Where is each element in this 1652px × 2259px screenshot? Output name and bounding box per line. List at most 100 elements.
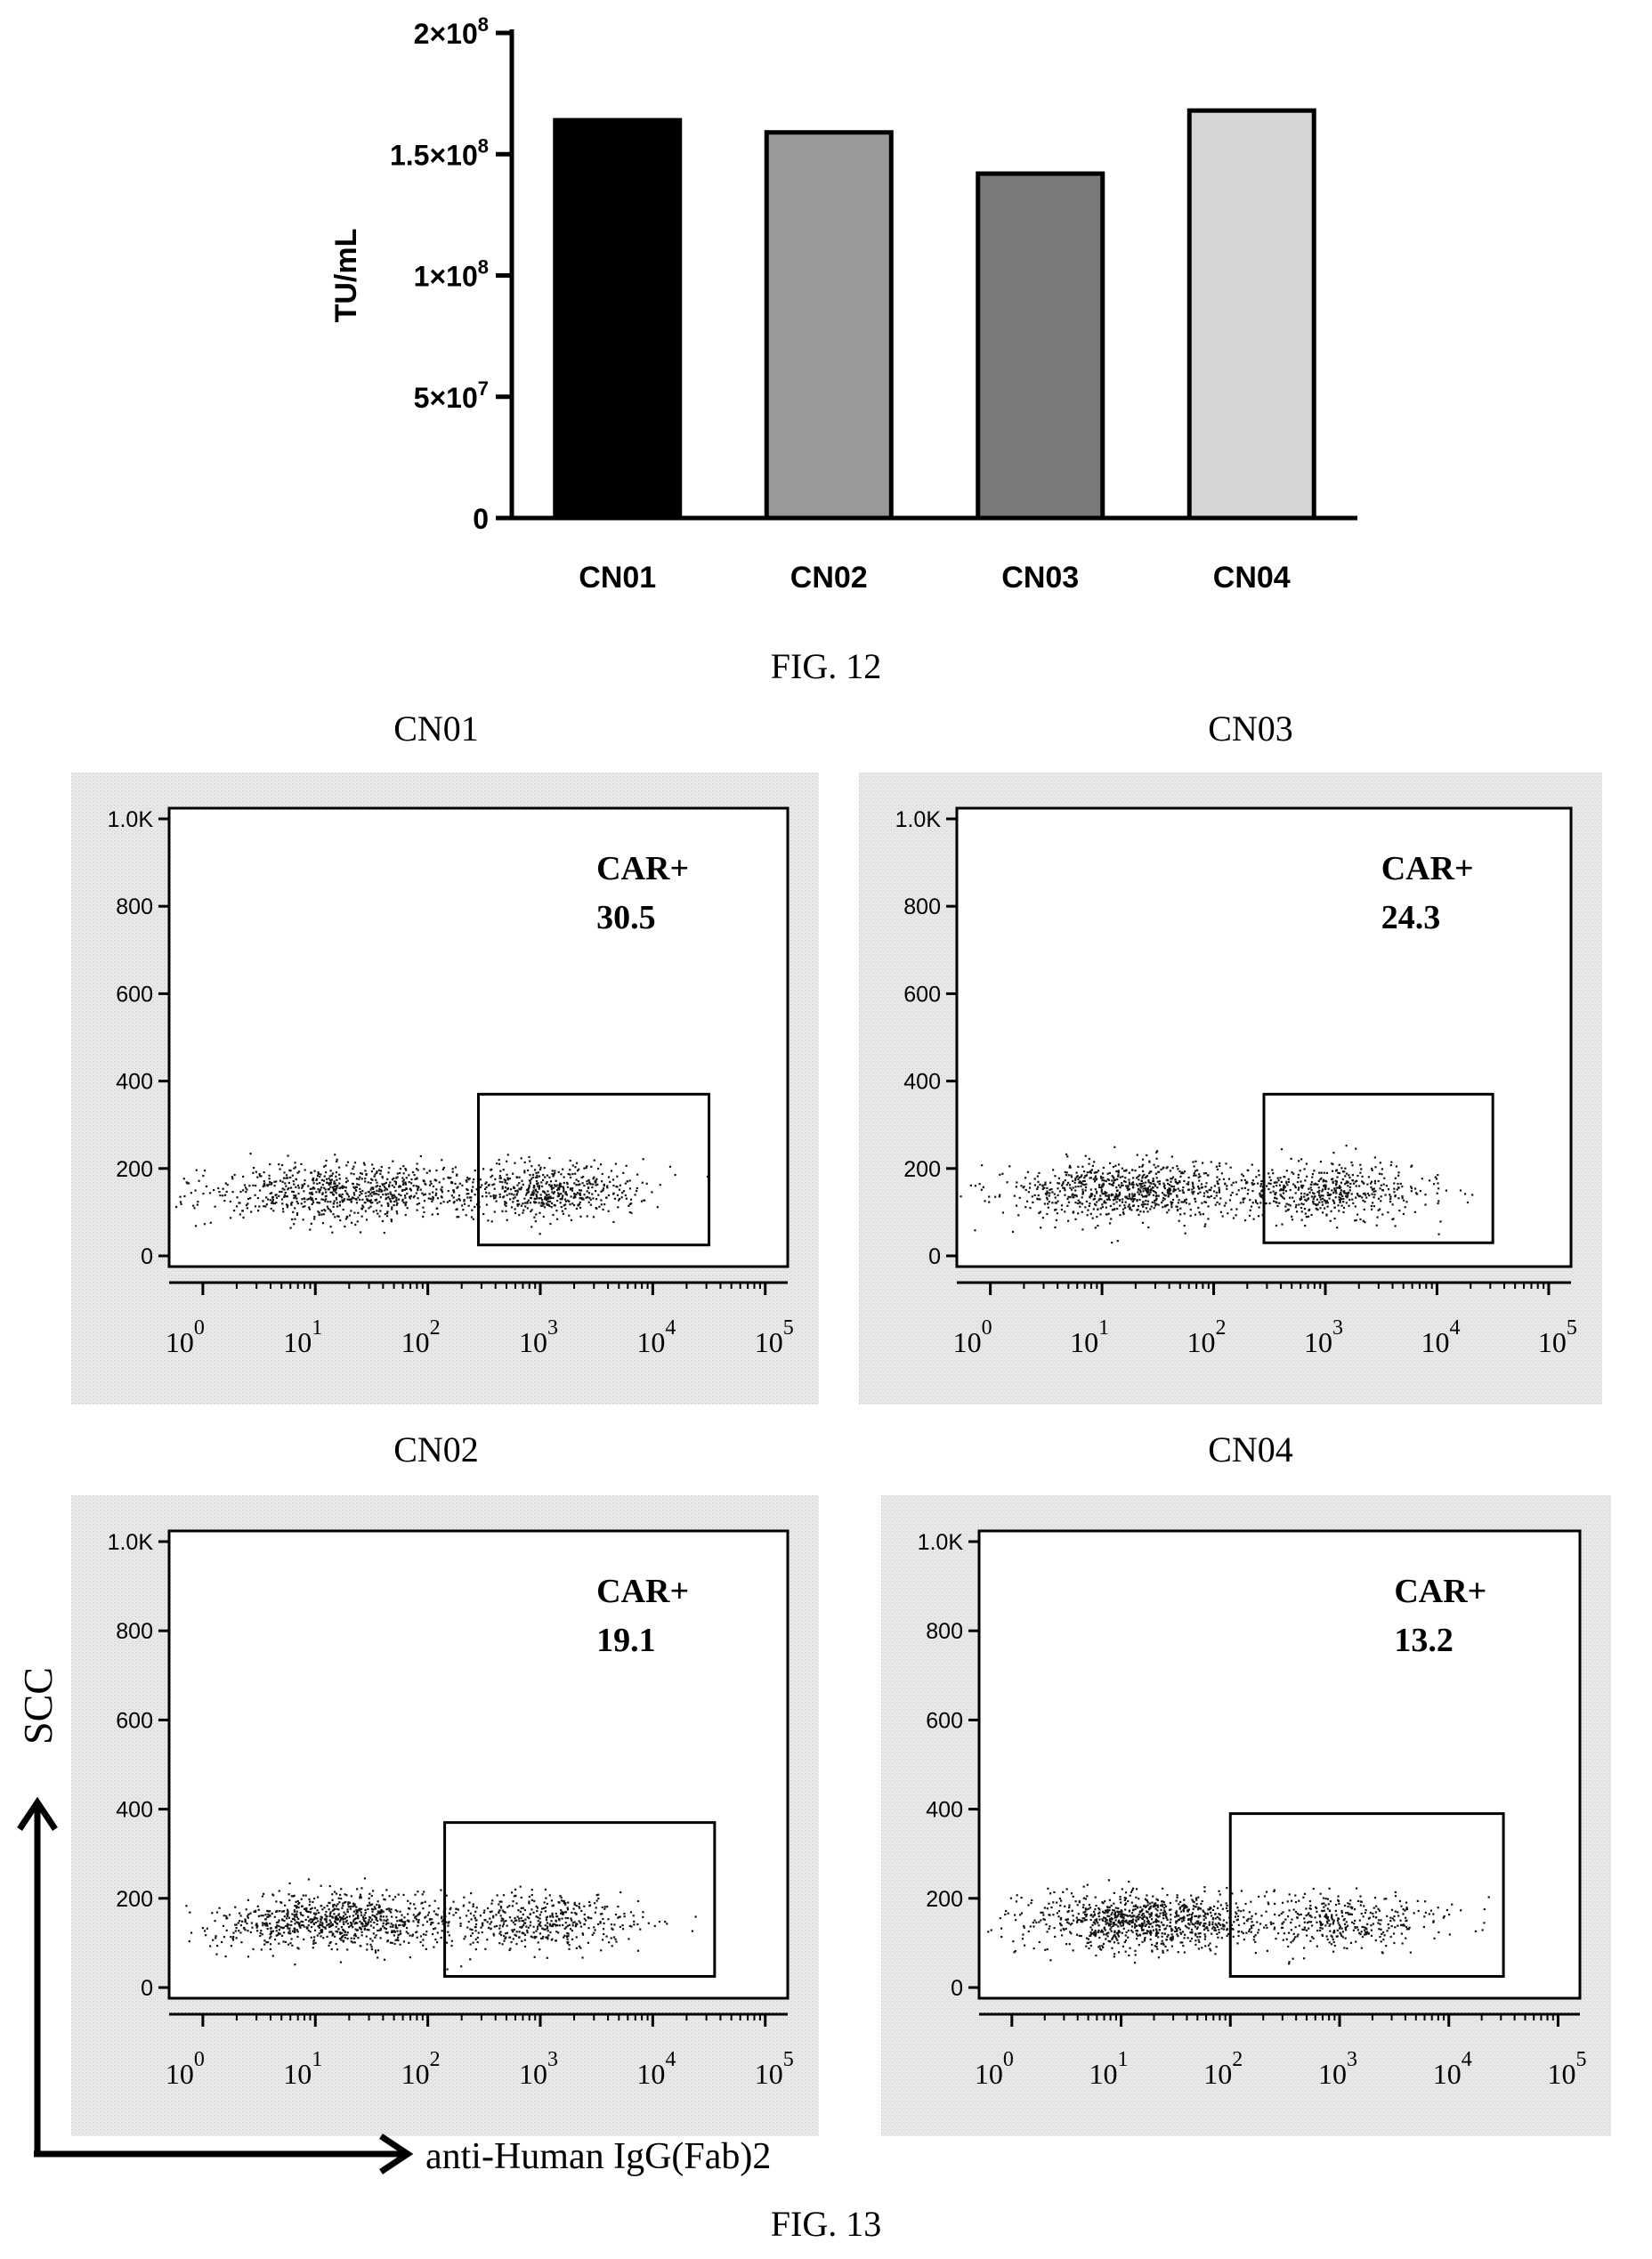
event-dot — [343, 1929, 345, 1932]
event-dot — [568, 1214, 571, 1217]
event-dot — [1064, 1905, 1066, 1907]
event-dot — [1066, 1204, 1069, 1207]
event-dot — [1072, 1949, 1074, 1952]
event-dot — [1163, 1204, 1167, 1207]
event-dot — [336, 1186, 338, 1189]
event-dot — [441, 1917, 443, 1920]
event-dot — [1385, 1185, 1388, 1187]
event-dot — [1162, 1199, 1164, 1202]
event-dot — [376, 1923, 378, 1926]
event-dot — [1203, 1918, 1205, 1921]
event-dot — [1142, 1929, 1145, 1931]
event-dot — [1117, 1171, 1120, 1174]
event-dot — [1041, 1185, 1044, 1187]
event-dot — [522, 1919, 525, 1923]
event-dot — [398, 1193, 401, 1195]
event-dot — [575, 1184, 578, 1186]
event-dot — [1232, 1217, 1235, 1219]
event-dot — [401, 1180, 404, 1183]
event-dot — [1205, 1190, 1208, 1193]
event-dot — [563, 1190, 565, 1193]
event-dot — [539, 1917, 541, 1920]
event-dot — [1321, 1211, 1324, 1214]
event-dot — [261, 1895, 264, 1898]
event-dot — [393, 1203, 395, 1207]
event-dot — [1046, 1198, 1049, 1201]
event-dot — [378, 1187, 381, 1191]
event-dot — [387, 1907, 390, 1910]
event-dot — [371, 1910, 374, 1913]
event-dot — [1065, 1153, 1068, 1156]
event-dot — [291, 1917, 295, 1921]
event-dot — [529, 1182, 532, 1185]
event-dot — [260, 1930, 263, 1932]
event-dot — [1169, 1189, 1172, 1192]
event-dot — [398, 1185, 401, 1187]
event-dot — [1101, 1945, 1104, 1947]
event-dot — [506, 1160, 508, 1162]
event-dot — [1219, 1162, 1221, 1165]
event-dot — [506, 1931, 509, 1934]
event-dot — [1178, 1189, 1181, 1192]
event-dot — [555, 1179, 557, 1182]
event-dot — [428, 1184, 432, 1186]
event-dot — [563, 1204, 565, 1207]
event-dot — [315, 1178, 319, 1180]
event-dot — [1283, 1189, 1285, 1192]
event-dot — [1114, 1193, 1118, 1195]
event-dot — [1122, 1921, 1124, 1923]
event-dot — [1072, 1211, 1075, 1214]
event-dot — [1287, 1178, 1290, 1180]
event-dot — [629, 1198, 633, 1201]
event-dot — [214, 1920, 216, 1923]
event-dot — [287, 1923, 290, 1926]
event-dot — [484, 1182, 487, 1185]
event-dot — [393, 1195, 396, 1198]
event-dot — [1289, 1196, 1292, 1199]
event-dot — [571, 1164, 574, 1167]
event-dot — [1079, 1180, 1081, 1183]
event-dot — [1163, 1914, 1166, 1916]
event-dot — [528, 1184, 530, 1186]
event-dot — [564, 1901, 567, 1905]
event-dot — [504, 1186, 507, 1189]
event-dot — [498, 1162, 501, 1165]
fig12-caption: FIG. 12 — [770, 646, 882, 686]
event-dot — [1146, 1210, 1149, 1213]
event-dot — [1143, 1195, 1146, 1198]
event-dot — [1307, 1913, 1309, 1915]
event-dot — [502, 1923, 505, 1926]
event-dot — [352, 1937, 355, 1939]
event-dot — [1204, 1201, 1208, 1203]
event-dot — [360, 1215, 363, 1218]
event-dot — [1142, 1190, 1145, 1193]
event-dot — [1061, 1184, 1064, 1186]
event-dot — [266, 1198, 270, 1201]
event-dot — [1359, 1218, 1362, 1221]
gate-label: CAR+ — [1381, 850, 1474, 887]
event-dot — [386, 1210, 389, 1213]
event-dot — [588, 1181, 591, 1184]
event-dot — [562, 1911, 565, 1914]
event-dot — [258, 1175, 262, 1178]
event-dot — [1111, 1179, 1113, 1182]
event-dot — [1222, 1925, 1225, 1928]
event-dot — [408, 1174, 410, 1177]
event-dot — [347, 1906, 350, 1908]
event-dot — [1194, 1200, 1197, 1203]
event-dot — [406, 1192, 409, 1195]
event-dot — [1113, 1915, 1117, 1917]
event-dot — [376, 1181, 378, 1184]
event-dot — [1310, 1915, 1313, 1918]
flow-y-tick-label: 0 — [141, 1244, 153, 1269]
event-dot — [602, 1928, 605, 1931]
event-dot — [269, 1180, 271, 1184]
event-dot — [1184, 1924, 1187, 1927]
event-dot — [422, 1939, 425, 1941]
event-dot — [390, 1908, 393, 1911]
event-dot — [630, 1202, 633, 1205]
event-dot — [230, 1945, 232, 1947]
event-dot — [293, 1194, 296, 1197]
event-dot — [393, 1934, 395, 1937]
